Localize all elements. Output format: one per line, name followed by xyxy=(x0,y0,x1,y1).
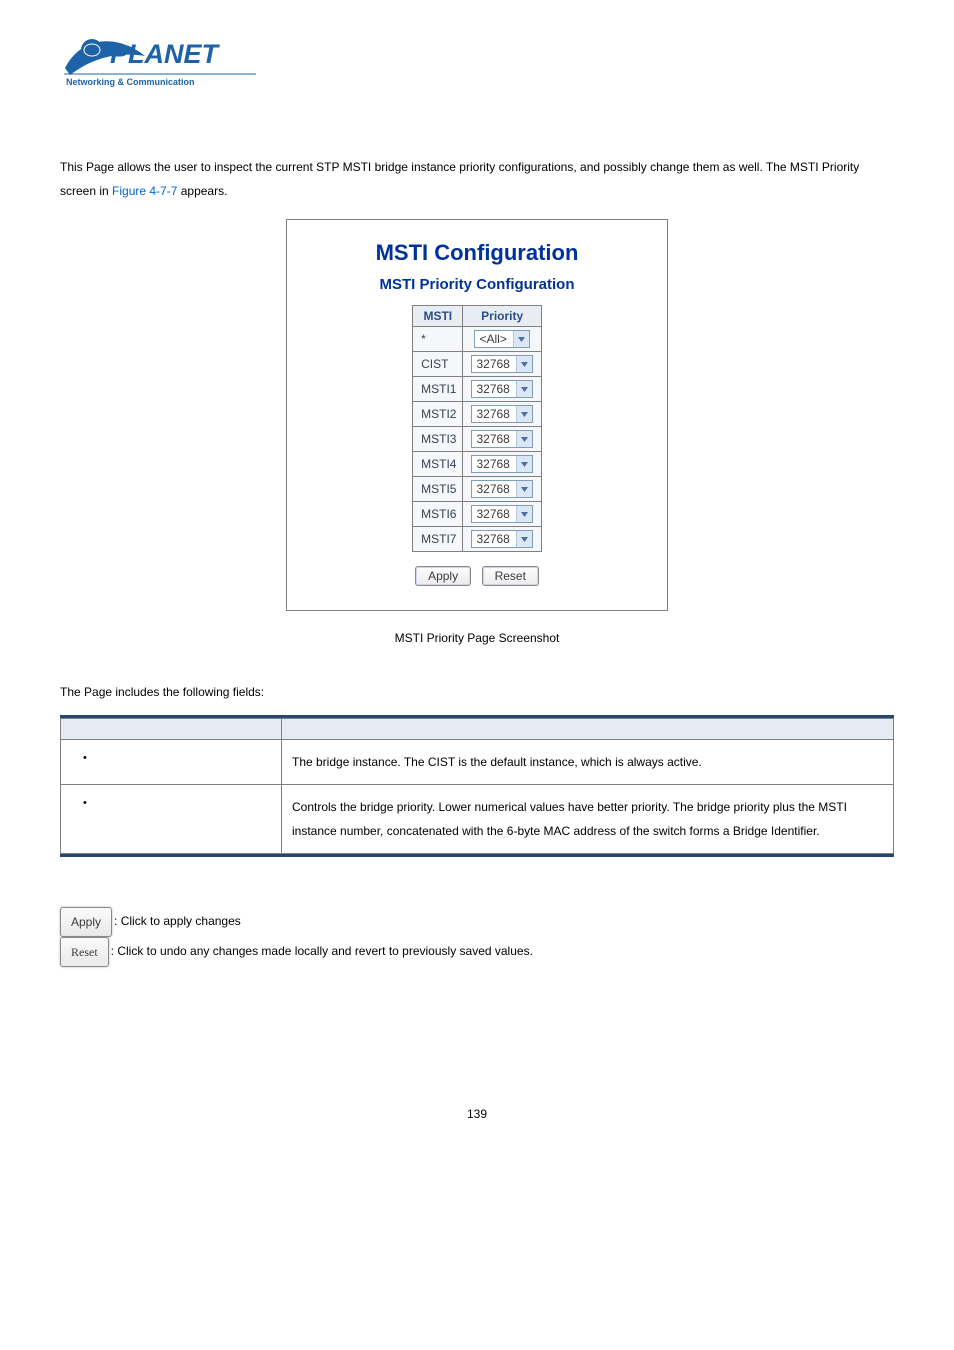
priority-dropdown[interactable]: 32768 xyxy=(471,405,532,423)
priority-dropdown[interactable]: 32768 xyxy=(471,430,532,448)
th-description xyxy=(282,719,894,740)
intro-text-2: appears. xyxy=(177,184,227,198)
th-priority: Priority xyxy=(463,306,541,327)
th-msti: MSTI xyxy=(413,306,463,327)
figure-ref-link: Figure 4-7-7 xyxy=(112,184,177,198)
priority-cell: <All> xyxy=(463,327,541,352)
msti-cell: MSTI7 xyxy=(413,527,463,552)
msti-cell: MSTI2 xyxy=(413,402,463,427)
msti-cell: MSTI3 xyxy=(413,427,463,452)
chevron-down-icon xyxy=(516,481,532,497)
priority-cell: 32768 xyxy=(463,477,541,502)
priority-dropdown[interactable]: 32768 xyxy=(471,455,532,473)
th-object xyxy=(61,719,282,740)
priority-cell: 32768 xyxy=(463,377,541,402)
page-number: 139 xyxy=(60,1107,894,1121)
obj-desc: The bridge instance. The CIST is the def… xyxy=(282,740,894,785)
msti-screenshot: MSTI Configuration MSTI Priority Configu… xyxy=(286,219,668,611)
buttons-description: Apply: Click to apply changes Reset: Cli… xyxy=(60,907,894,967)
chevron-down-icon xyxy=(516,406,532,422)
msti-config-table: MSTI Priority * <All> CIST 32768 MSTI1 3276… xyxy=(412,305,542,552)
table-row: • Controls the bridge priority. Lower nu… xyxy=(61,785,894,854)
intro-paragraph: This Page allows the user to inspect the… xyxy=(60,155,894,203)
apply-desc: : Click to apply changes xyxy=(114,914,241,928)
chevron-down-icon xyxy=(516,456,532,472)
msti-cell: MSTI5 xyxy=(413,477,463,502)
priority-cell: 32768 xyxy=(463,527,541,552)
priority-dropdown[interactable]: 32768 xyxy=(471,380,532,398)
priority-cell: 32768 xyxy=(463,402,541,427)
chevron-down-icon xyxy=(513,331,529,347)
obj-name: • xyxy=(61,740,282,785)
msti-cell: MSTI1 xyxy=(413,377,463,402)
svg-text:PLANET: PLANET xyxy=(110,39,221,69)
apply-button[interactable]: Apply xyxy=(415,566,471,586)
chevron-down-icon xyxy=(516,356,532,372)
priority-cell: 32768 xyxy=(463,352,541,377)
priority-cell: 32768 xyxy=(463,427,541,452)
priority-dropdown[interactable]: <All> xyxy=(474,330,529,348)
priority-dropdown[interactable]: 32768 xyxy=(471,480,532,498)
reset-desc: : Click to undo any changes made locally… xyxy=(111,944,533,958)
svg-text:Networking & Communication: Networking & Communication xyxy=(66,77,195,87)
reset-button[interactable]: Reset xyxy=(482,566,539,586)
msti-cell: MSTI6 xyxy=(413,502,463,527)
priority-dropdown[interactable]: 32768 xyxy=(471,505,532,523)
apply-button-inline[interactable]: Apply xyxy=(60,907,112,937)
msti-cell: MSTI4 xyxy=(413,452,463,477)
chevron-down-icon xyxy=(516,431,532,447)
fields-intro: The Page includes the following fields: xyxy=(60,685,894,699)
msti-cell: CIST xyxy=(413,352,463,377)
screenshot-button-row: Apply Reset xyxy=(299,566,655,586)
priority-cell: 32768 xyxy=(463,452,541,477)
figure-caption: MSTI Priority Page Screenshot xyxy=(60,631,894,645)
caption-text: MSTI Priority Page Screenshot xyxy=(395,631,560,645)
reset-button-inline[interactable]: Reset xyxy=(60,937,109,967)
chevron-down-icon xyxy=(516,506,532,522)
logo: PLANET Networking & Communication xyxy=(60,30,894,95)
fields-table: • The bridge instance. The CIST is the d… xyxy=(60,718,894,854)
chevron-down-icon xyxy=(516,381,532,397)
msti-subtitle: MSTI Priority Configuration xyxy=(299,276,655,293)
msti-cell: * xyxy=(413,327,463,352)
priority-cell: 32768 xyxy=(463,502,541,527)
obj-desc: Controls the bridge priority. Lower nume… xyxy=(282,785,894,854)
msti-title: MSTI Configuration xyxy=(299,240,655,266)
chevron-down-icon xyxy=(516,531,532,547)
priority-dropdown[interactable]: 32768 xyxy=(471,355,532,373)
obj-name: • xyxy=(61,785,282,854)
planet-logo-icon: PLANET Networking & Communication xyxy=(60,30,260,90)
table-row: • The bridge instance. The CIST is the d… xyxy=(61,740,894,785)
priority-dropdown[interactable]: 32768 xyxy=(471,530,532,548)
